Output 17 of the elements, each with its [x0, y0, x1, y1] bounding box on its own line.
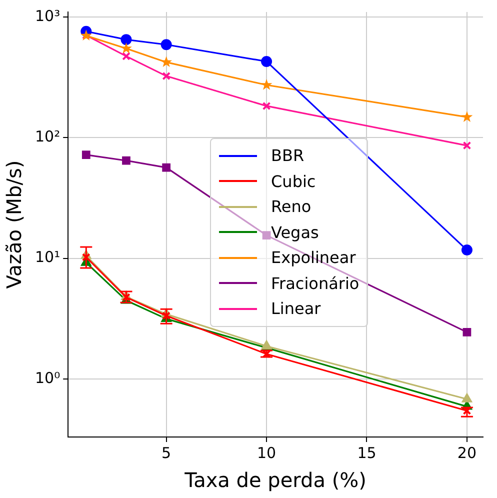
legend-label: Vegas — [271, 222, 319, 244]
y-tick-label: 10⁰ — [34, 368, 60, 387]
legend-label: Fracionário — [271, 272, 360, 294]
x-tick-label: 20 — [457, 444, 477, 462]
y-axis-title: Vazão (Mb/s) — [2, 160, 26, 289]
legend-label: Cubic — [271, 170, 316, 192]
y-tick-label: 10¹ — [34, 248, 60, 266]
legend-label: Reno — [271, 196, 312, 218]
x-tick-label: 10 — [256, 444, 276, 462]
legend-label: BBR — [271, 145, 304, 167]
x-axis-title: Taxa de perda (%) — [184, 468, 366, 492]
y-tick-label: 10³ — [34, 6, 60, 25]
y-tick-label: 10² — [34, 128, 60, 146]
legend-label: Expolinear — [271, 247, 356, 269]
legend-label: Linear — [271, 298, 321, 320]
x-tick-label: 5 — [162, 444, 172, 462]
x-tick-label: 15 — [357, 444, 376, 462]
